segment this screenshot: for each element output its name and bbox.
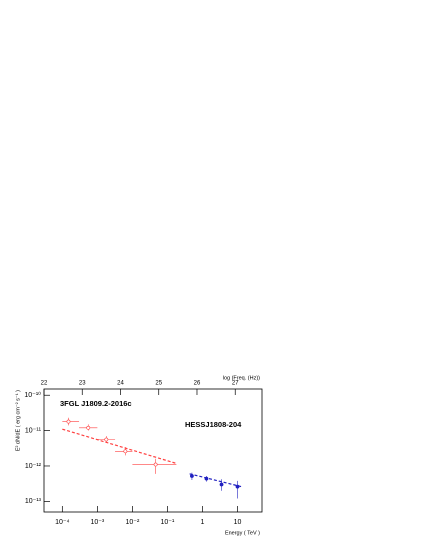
x-tick-label: 10⁻⁴	[55, 519, 70, 526]
x2-tick-label: 26	[194, 381, 201, 387]
x-tick-label: 1	[201, 519, 205, 526]
legend-label: HESSJ1808-204	[185, 420, 242, 429]
data-point	[153, 462, 158, 467]
x2-tick-label: 22	[41, 381, 48, 387]
x-tick-label: 10⁻²	[125, 519, 139, 526]
x2-tick-label: 25	[155, 381, 162, 387]
fit-line	[189, 473, 242, 488]
y-tick-label: 10⁻¹⁰	[24, 391, 41, 399]
x2-tick-label: 27	[232, 381, 239, 387]
data-point	[123, 449, 128, 454]
data-point	[204, 476, 209, 481]
data-point	[219, 482, 224, 487]
y-tick-label: 10⁻¹¹	[25, 427, 42, 434]
x2-tick-label: 23	[79, 381, 86, 387]
data-point	[86, 425, 91, 430]
data-point	[190, 474, 194, 478]
data-point	[235, 484, 240, 489]
plot-frame	[43, 388, 263, 513]
x2-tick-label: 24	[117, 381, 124, 387]
y-tick-label: 10⁻¹³	[25, 498, 42, 505]
x-tick-label: 10	[234, 519, 242, 526]
x-axis-title: Energy ( TeV )	[225, 530, 260, 536]
fit-line	[62, 428, 176, 464]
data-point	[66, 419, 71, 424]
x2-axis-title: log (Freq. (Hz))	[223, 375, 260, 381]
y-axis-title: E² dN/dE ( erg cm⁻² s⁻¹ )	[15, 390, 21, 451]
legend-label: 3FGL J1809.2-2016c	[60, 399, 132, 408]
x-tick-label: 10⁻¹	[161, 519, 175, 526]
y-tick-label: 10⁻¹²	[25, 463, 42, 470]
x-tick-label: 10⁻³	[90, 519, 104, 526]
data-point	[104, 437, 109, 442]
